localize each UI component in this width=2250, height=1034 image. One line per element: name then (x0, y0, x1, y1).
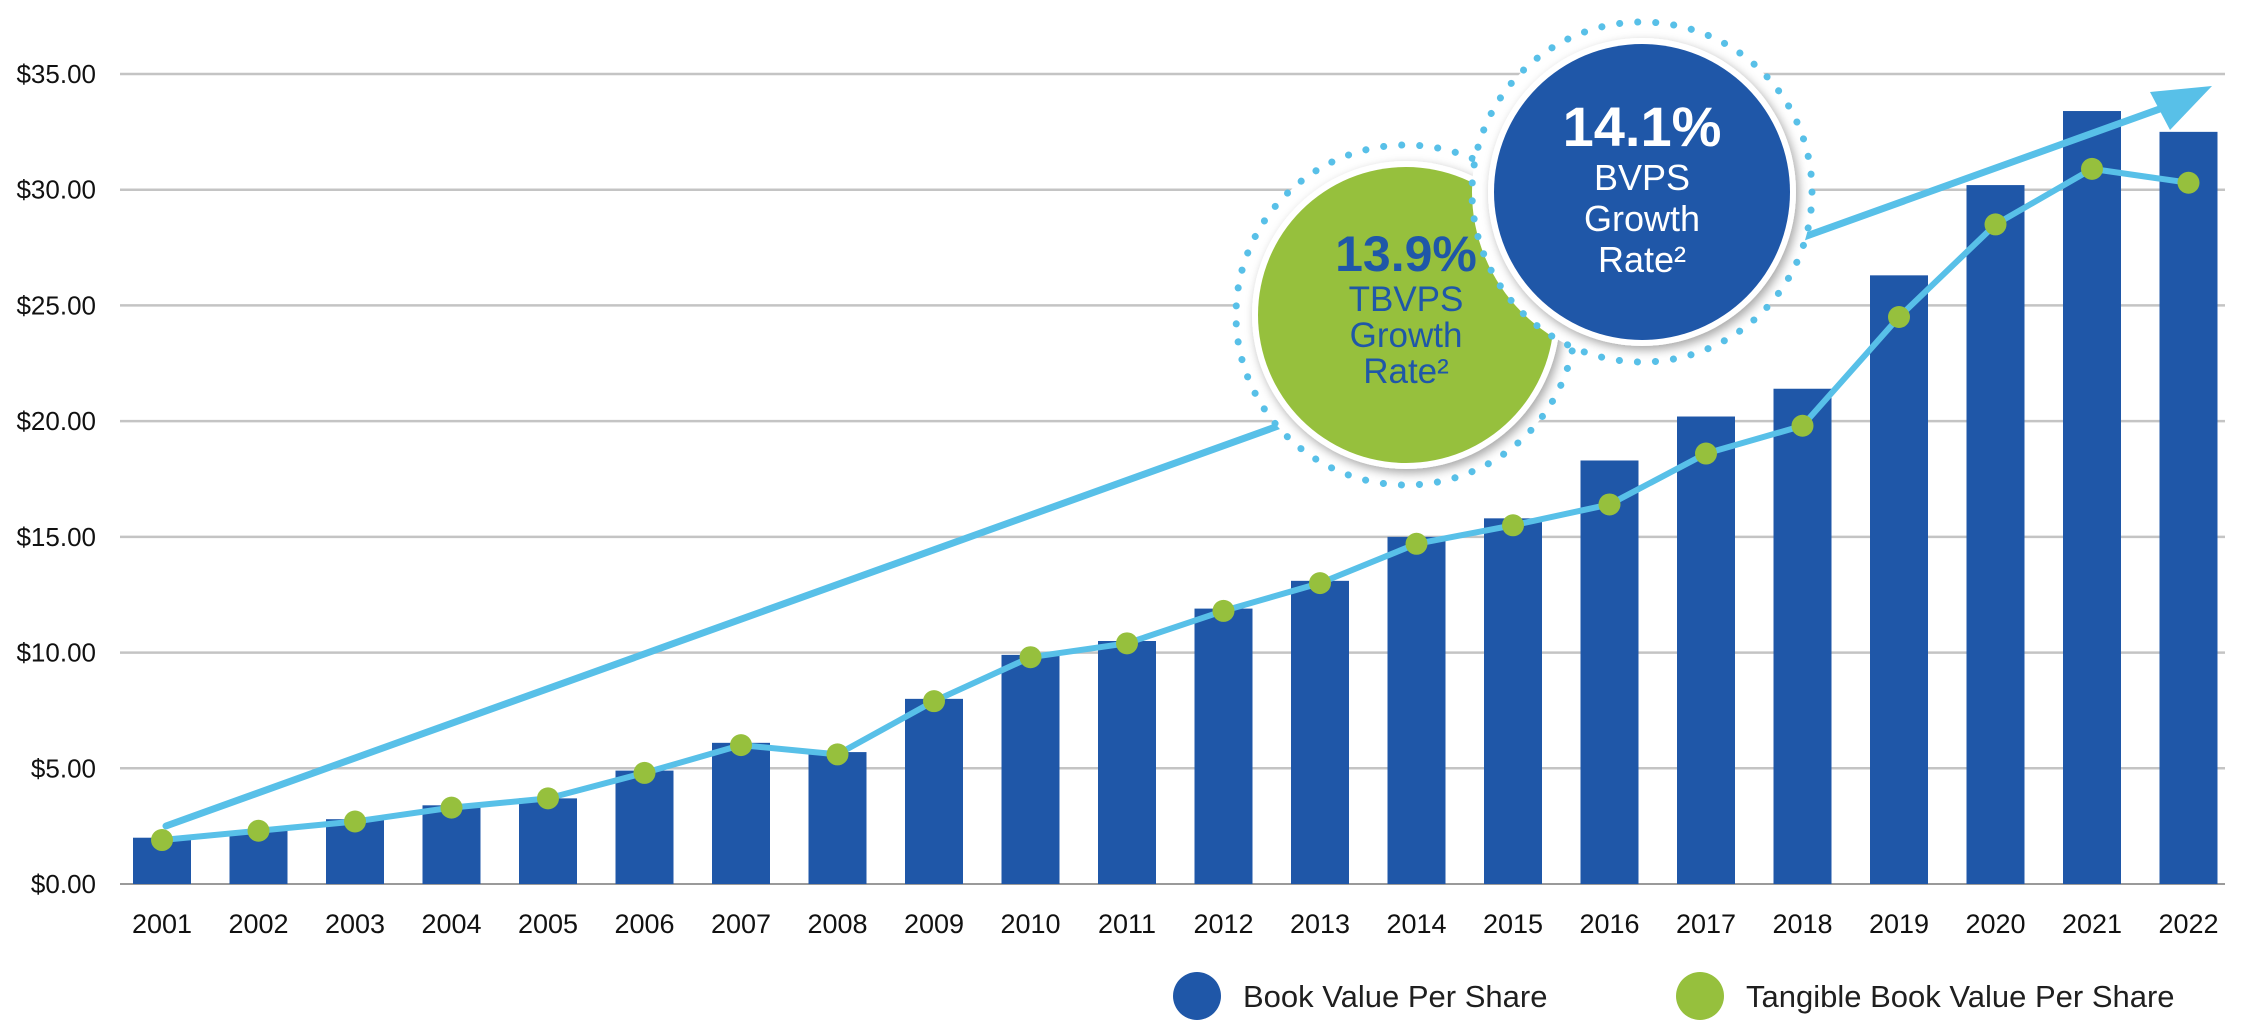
x-tick-label: 2017 (1676, 909, 1736, 939)
y-tick-label: $5.00 (31, 753, 96, 783)
bar-2010 (1001, 654, 1060, 884)
bar-2006 (615, 770, 674, 884)
x-tick-label: 2019 (1869, 909, 1929, 939)
bar-2014 (1387, 536, 1446, 884)
legend-tangible-book-value-label: Tangible Book Value Per Share (1746, 979, 2175, 1014)
y-tick-label: $0.00 (31, 869, 96, 899)
x-tick-label: 2013 (1290, 909, 1350, 939)
bar-2009 (905, 698, 963, 884)
tbvps-point-2007 (730, 734, 752, 757)
legend-book-value-swatch (1173, 972, 1221, 1020)
y-tick-label: $15.00 (16, 522, 96, 552)
tbvps-point-2012 (1212, 599, 1235, 622)
y-tick-label: $25.00 (16, 290, 96, 320)
tbvps-point-2003 (344, 810, 366, 833)
legend-tangible-book-value-swatch (1676, 972, 1724, 1020)
tbvps-point-2017 (1695, 442, 1717, 465)
x-tick-label: 2008 (807, 909, 867, 939)
tbvps-growth-label-line: Rate² (1363, 352, 1449, 391)
book-value-bars (133, 111, 2218, 885)
bar-2019 (1870, 275, 1928, 884)
tbvps-growth-label-line: Growth (1350, 316, 1463, 355)
tbvps-point-2016 (1598, 493, 1621, 516)
tbvps-point-2018 (1791, 414, 1814, 437)
x-tick-label: 2006 (614, 909, 674, 939)
y-tick-label: $20.00 (16, 406, 96, 436)
tbvps-point-2022 (2177, 171, 2200, 194)
x-tick-label: 2012 (1193, 909, 1253, 939)
tbvps-point-2006 (633, 761, 656, 784)
x-tick-label: 2002 (228, 909, 288, 939)
bar-2022 (2159, 131, 2218, 884)
bvps-bubble (1494, 44, 1790, 340)
bar-2017 (1677, 416, 1735, 884)
bvps-growth-value: 14.1% (1563, 95, 1722, 158)
x-tick-label: 2020 (1965, 909, 2025, 939)
tbvps-point-2020 (1984, 213, 2007, 236)
bvps-growth-label-line: Growth (1584, 198, 1700, 239)
tbvps-point-2005 (537, 787, 559, 810)
x-tick-label: 2003 (325, 909, 385, 939)
x-tick-label: 2016 (1579, 909, 1639, 939)
tbvps-point-2011 (1116, 632, 1138, 655)
x-tick-label: 2018 (1772, 909, 1832, 939)
x-tick-label: 2004 (421, 909, 481, 939)
trend-arrow-shaft (162, 102, 2172, 830)
y-axis-tick-labels: $0.00 $5.00 $10.00 $15.00 $20.00 $25.00 $30.00… (16, 59, 96, 899)
legend-book-value-label: Book Value Per Share (1243, 979, 1547, 1014)
legend-tangible-book-value: Tangible Book Value Per Share (1676, 972, 2175, 1020)
x-tick-label: 2007 (711, 909, 771, 939)
tangible-book-value-line (151, 157, 2200, 852)
bar-2013 (1291, 580, 1349, 884)
tbvps-point-2013 (1309, 572, 1331, 595)
x-tick-label: 2010 (1000, 909, 1060, 939)
y-tick-label: $35.00 (16, 59, 96, 89)
trend-arrow (162, 86, 2212, 830)
tbvps-point-2002 (247, 819, 270, 842)
x-tick-label: 2022 (2158, 909, 2218, 939)
bar-2016 (1580, 460, 1639, 884)
bar-2021 (2063, 111, 2121, 885)
x-tick-label: 2021 (2062, 909, 2122, 939)
tbvps-point-2010 (1019, 646, 1042, 669)
tbvps-point-2021 (2081, 157, 2103, 180)
tbvps-point-2015 (1502, 514, 1524, 537)
y-tick-label: $10.00 (16, 638, 96, 668)
y-tick-label: $30.00 (16, 175, 96, 205)
bar-2018 (1773, 388, 1832, 884)
x-tick-label: 2001 (132, 909, 192, 939)
bvps-growth-label-line: Rate² (1598, 239, 1686, 280)
tbvps-point-2004 (440, 796, 463, 819)
growth-rate-callouts: 13.9%TBVPSGrowthRate²14.1%BVPSGrowthRate… (1232, 18, 1816, 489)
bvps-growth-label-line: BVPS (1594, 157, 1690, 198)
bar-2005 (519, 798, 577, 884)
tbvps-point-2014 (1405, 532, 1428, 555)
trend-arrow-head (2150, 86, 2212, 130)
x-tick-label: 2015 (1483, 909, 1543, 939)
x-tick-label: 2009 (904, 909, 964, 939)
gridlines (120, 72, 2225, 885)
legend-book-value: Book Value Per Share (1173, 972, 1547, 1020)
tbvps-point-2001 (151, 829, 173, 852)
bar-2008 (808, 752, 867, 884)
bar-2011 (1098, 641, 1156, 884)
bar-2020 (1966, 185, 2025, 885)
tbvps-line (161, 165, 2189, 844)
bar-2015 (1484, 518, 1542, 884)
tbvps-point-2019 (1888, 306, 1910, 328)
bar-2007 (712, 742, 770, 884)
x-tick-label: 2014 (1386, 909, 1446, 939)
tbvps-growth-label-line: TBVPS (1349, 280, 1464, 319)
x-tick-label: 2011 (1098, 909, 1156, 939)
tbvps-point-2008 (826, 743, 849, 766)
legend: Book Value Per Share Tangible Book Value … (1173, 972, 2175, 1020)
tbvps-point-2009 (923, 690, 945, 713)
bar-2012 (1194, 608, 1253, 884)
x-axis-tick-labels: 2001 2002 2003 2004 2005 2006 2007 2008 2009 2010… (132, 909, 2219, 939)
x-tick-label: 2005 (518, 909, 578, 939)
tbvps-growth-value: 13.9% (1335, 226, 1477, 282)
